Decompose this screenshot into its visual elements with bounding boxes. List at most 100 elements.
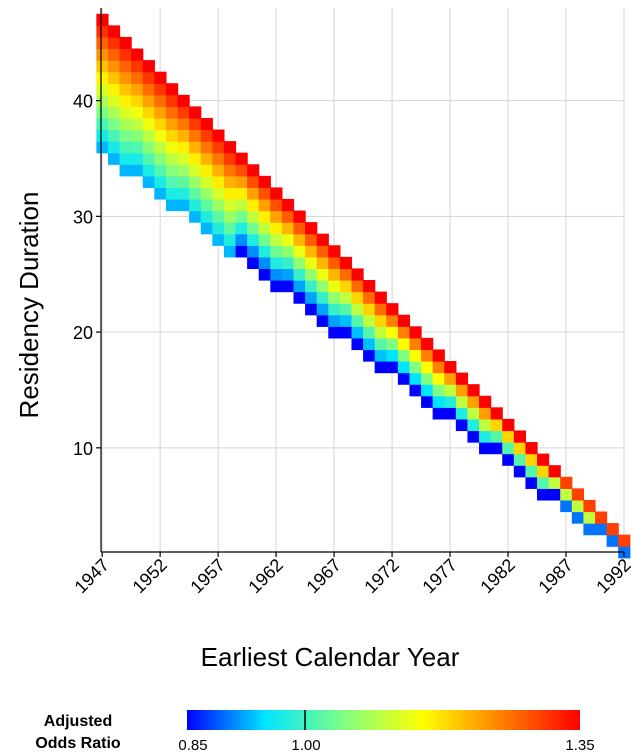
- heatmap-cell: [270, 198, 283, 212]
- x-tick-label: 1962: [244, 555, 286, 597]
- heatmap-cell: [119, 129, 132, 142]
- heatmap-cell: [107, 36, 121, 50]
- heatmap-cell: [537, 476, 550, 489]
- x-tick-label: 1977: [418, 555, 460, 597]
- heatmap-cell: [409, 384, 422, 397]
- heatmap-cell: [281, 256, 295, 270]
- heatmap-cell: [96, 129, 109, 142]
- heatmap-cell: [189, 210, 202, 223]
- heatmap-cell: [305, 303, 318, 316]
- heatmap-cell: [131, 152, 144, 165]
- heatmap-cell: [316, 291, 329, 304]
- x-tick-label: 1987: [534, 555, 576, 597]
- heatmap-cell: [165, 129, 179, 142]
- heatmap-cell: [397, 361, 411, 374]
- x-tick-label: 1952: [129, 555, 171, 597]
- heatmap-cell: [316, 256, 329, 270]
- heatmap-cell: [131, 117, 144, 131]
- heatmap-cell: [455, 418, 469, 432]
- heatmap-cell: [247, 198, 260, 212]
- heatmap-cell: [374, 349, 387, 362]
- heatmap-cell: [154, 164, 167, 177]
- heatmap-cell: [212, 152, 225, 165]
- heatmap-cell: [421, 372, 434, 385]
- heatmap-cell: [142, 106, 155, 119]
- heatmap-cell: [351, 314, 364, 327]
- y-tick-label: 20: [73, 323, 93, 343]
- heatmap-cell: [223, 164, 237, 177]
- heatmap-cell: [200, 141, 213, 154]
- heatmap-cell: [165, 83, 179, 96]
- heatmap-cell: [571, 488, 585, 501]
- heatmap-cell: [212, 187, 225, 200]
- heatmap-cell: [363, 326, 376, 339]
- heatmap-cell: [200, 152, 213, 165]
- heatmap-cell: [316, 280, 329, 293]
- heatmap-cell: [479, 418, 492, 432]
- heatmap-cell: [131, 129, 144, 142]
- heatmap-cell: [606, 534, 619, 547]
- heatmap-cell: [177, 129, 190, 142]
- heatmap-cell: [119, 83, 132, 96]
- heatmap-cell: [293, 268, 306, 281]
- heatmap-cell: [247, 256, 260, 270]
- heatmap-cell: [467, 407, 480, 420]
- heatmap-cell: [235, 187, 248, 200]
- heatmap-cell: [409, 337, 422, 351]
- heatmap-cell: [223, 152, 237, 165]
- heatmap-cell: [560, 476, 573, 489]
- heatmap-cell: [107, 25, 121, 38]
- heatmap-cell: [200, 129, 213, 142]
- heatmap-cell: [560, 488, 573, 501]
- heatmap-cell: [490, 442, 503, 455]
- heatmap-cell: [305, 222, 318, 235]
- heatmap-cell: [386, 349, 399, 362]
- heatmap-cell: [455, 372, 469, 385]
- heatmap-cell: [513, 453, 527, 466]
- heatmap-cell: [258, 187, 271, 200]
- heatmap-cell: [560, 499, 573, 513]
- heatmap-cell: [107, 141, 121, 154]
- heatmap-cell: [189, 198, 202, 212]
- heatmap-cell: [455, 384, 469, 397]
- heatmap-cell: [397, 337, 411, 351]
- heatmap-cell: [316, 245, 329, 258]
- heatmap-cell: [316, 268, 329, 281]
- heatmap-cell: [386, 337, 399, 351]
- heatmap-cell: [142, 83, 155, 96]
- heatmap-cell: [374, 337, 387, 351]
- heatmap-cell: [119, 48, 132, 61]
- x-tick-label: 1957: [186, 555, 228, 597]
- heatmap-cell: [339, 256, 353, 270]
- heatmap-cell: [165, 152, 179, 165]
- heatmap-cell: [223, 187, 237, 200]
- heatmap-cell: [235, 233, 248, 246]
- heatmap-cell: [154, 175, 167, 189]
- heatmap-cell: [212, 164, 225, 177]
- x-tick-labels: 1947 1952 1957 1962 1967 1972 1977 1982 1987 1992: [71, 555, 631, 597]
- heatmap-cell: [606, 523, 619, 536]
- heatmap-cell: [200, 198, 213, 212]
- heatmap-cell: [212, 233, 225, 246]
- heatmap-cell: [305, 256, 318, 270]
- heatmap-cell: [293, 291, 306, 304]
- heatmap-cell: [96, 25, 109, 38]
- heatmap-cell: [165, 117, 179, 131]
- heatmap-cell: [154, 71, 167, 84]
- heatmap-cell: [235, 245, 248, 258]
- heatmap-cell: [525, 453, 538, 466]
- heatmap-cell: [513, 465, 527, 478]
- heatmap-cell: [165, 106, 179, 119]
- colorbar-title-line2: Odds Ratio: [35, 735, 121, 752]
- heatmap-cell: [223, 222, 237, 235]
- heatmap-cell: [467, 430, 480, 443]
- heatmap-cell: [142, 164, 155, 177]
- heatmap-cell: [270, 210, 283, 223]
- x-tick-label: 1992: [592, 555, 631, 597]
- heatmap-cell: [339, 303, 353, 316]
- heatmap-cell: [119, 152, 132, 165]
- heatmap-cell: [235, 152, 248, 165]
- heatmap-cell: [328, 326, 341, 339]
- heatmap-cell: [479, 407, 492, 420]
